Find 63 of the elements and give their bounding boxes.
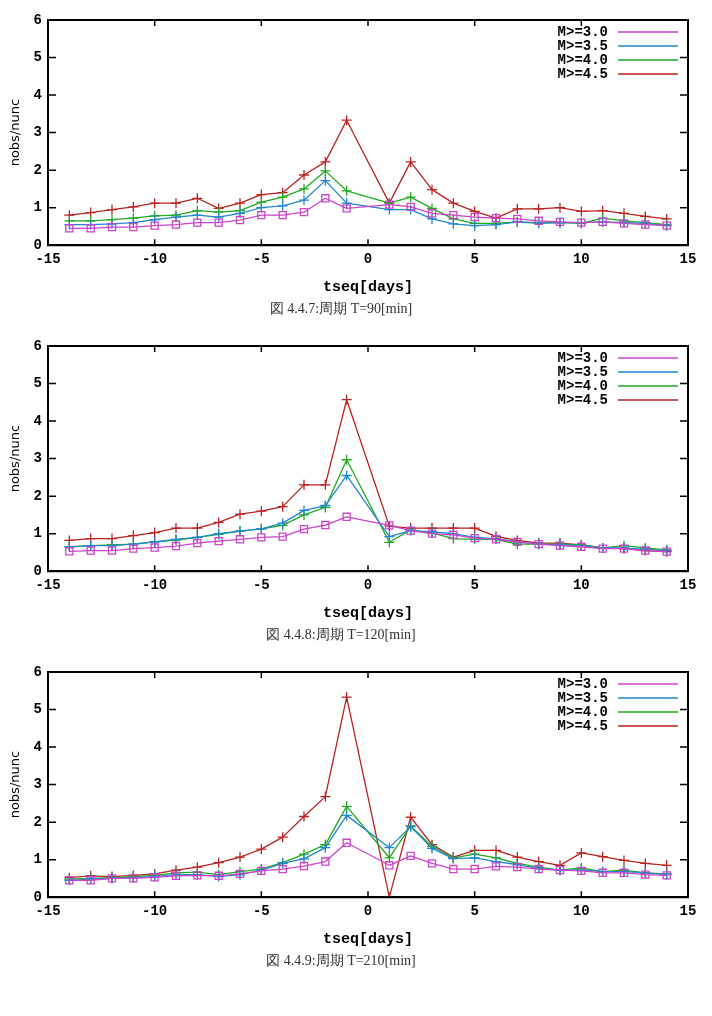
caption: 図 4.4.9:周期 T=210[min]: [265, 952, 417, 970]
x-tick-label: 5: [470, 903, 479, 920]
y-tick-label: 3: [33, 776, 42, 793]
x-tick-label: 5: [470, 251, 479, 268]
x-tick-label: 0: [363, 577, 373, 594]
x-tick-label: -5: [252, 251, 270, 268]
y-axis-title: nobs/nunc: [7, 424, 23, 493]
y-tick-label: 4: [33, 412, 42, 429]
y-tick-label: 2: [33, 161, 42, 178]
y-tick-label: 6: [33, 11, 42, 28]
legend-label: M>=3.0: [557, 23, 608, 40]
x-tick-label: -5: [252, 577, 270, 594]
x-tick-label: 15: [679, 577, 697, 594]
y-tick-label: 1: [33, 525, 42, 542]
x-tick-label: -10: [142, 903, 168, 920]
y-tick-label: 5: [33, 375, 42, 392]
x-tick-label: -15: [35, 577, 61, 594]
y-tick-label: 3: [33, 450, 42, 467]
x-axis-title: tseq[days]: [322, 278, 414, 296]
x-tick-label: 15: [679, 903, 697, 920]
y-tick-label: 0: [33, 562, 42, 579]
y-tick-label: 6: [33, 337, 42, 354]
legend-label: M>=4.0: [557, 51, 608, 68]
x-tick-label: 0: [363, 251, 373, 268]
x-tick-label: 15: [679, 251, 697, 268]
x-tick-label: 5: [470, 577, 479, 594]
legend-label: M>=4.5: [557, 717, 608, 734]
legend-label: M>=4.0: [557, 377, 608, 394]
x-tick-label: -15: [35, 903, 61, 920]
legend-label: M>=3.0: [557, 675, 608, 692]
x-axis-title: tseq[days]: [322, 604, 414, 622]
y-axis-title: nobs/nunc: [7, 750, 23, 819]
y-tick-label: 2: [33, 813, 42, 830]
caption: 図 4.4.7:周期 T=90[min]: [268, 300, 414, 318]
x-tick-label: 10: [572, 903, 590, 920]
y-tick-label: 5: [33, 49, 42, 66]
x-tick-label: -15: [35, 251, 61, 268]
y-tick-label: 3: [33, 124, 42, 141]
y-tick-label: 0: [33, 236, 42, 253]
x-tick-label: -5: [252, 903, 270, 920]
y-tick-label: 0: [33, 888, 42, 905]
legend-label: M>=4.5: [557, 65, 608, 82]
legend-label: M>=4.0: [557, 703, 608, 720]
legend-label: M>=3.5: [557, 37, 608, 54]
x-tick-label: 10: [572, 577, 590, 594]
x-tick-label: -10: [142, 577, 168, 594]
y-tick-label: 1: [33, 199, 42, 216]
y-tick-label: 4: [33, 86, 42, 103]
legend-label: M>=3.5: [557, 689, 608, 706]
x-axis-title: tseq[days]: [322, 930, 414, 948]
caption: 図 4.4.8:周期 T=120[min]: [265, 626, 417, 644]
x-tick-label: -10: [142, 251, 168, 268]
y-tick-label: 2: [33, 487, 42, 504]
y-tick-label: 4: [33, 738, 42, 755]
x-tick-label: 0: [363, 903, 373, 920]
y-axis-title: nobs/nunc: [7, 98, 23, 167]
legend-label: M>=3.0: [557, 349, 608, 366]
y-tick-label: 5: [33, 701, 42, 718]
legend-label: M>=3.5: [557, 363, 608, 380]
y-tick-label: 1: [33, 851, 42, 868]
legend-label: M>=4.5: [557, 391, 608, 408]
y-tick-label: 6: [33, 663, 42, 680]
x-tick-label: 10: [572, 251, 590, 268]
